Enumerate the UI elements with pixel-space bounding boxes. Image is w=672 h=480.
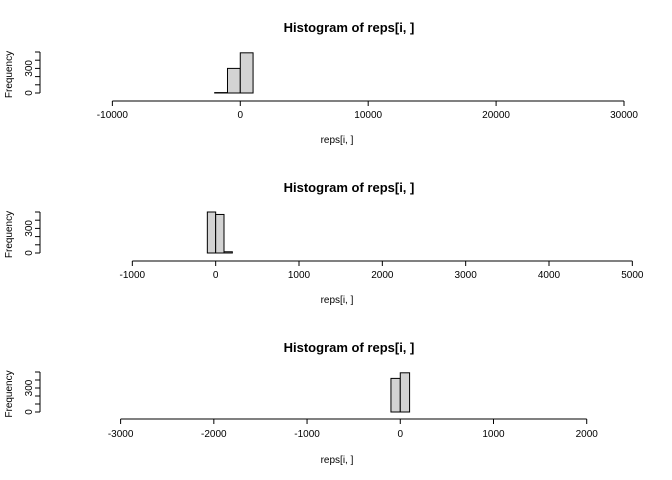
chart-title: Histogram of reps[i, ]: [284, 340, 415, 355]
chart-title: Histogram of reps[i, ]: [284, 180, 415, 195]
x-tick-label: 10000: [354, 110, 382, 121]
y-tick-label: 300: [24, 379, 35, 396]
x-tick-label: 0: [397, 429, 403, 440]
histogram-bar: [390, 377, 401, 413]
x-tick-label: -1000: [294, 429, 320, 440]
x-axis-label: reps[i, ]: [321, 295, 354, 306]
y-tick-label: 0: [24, 250, 35, 256]
x-axis-label: reps[i, ]: [321, 135, 354, 146]
y-tick-label: 300: [24, 60, 35, 77]
x-tick-label: 5000: [621, 270, 644, 281]
y-tick-label: 300: [24, 220, 35, 237]
histogram-panel-3: Histogram of reps[i, ] -3000 -2000 -1000 0 10…: [4, 340, 598, 466]
histogram-panel-2: Histogram of reps[i, ]-1000 0 1000 2000 3000…: [4, 180, 644, 306]
histogram-bar: [226, 67, 241, 94]
histogram-bar: [223, 251, 233, 254]
histogram-bar: [239, 52, 254, 94]
x-tick-label: 3000: [455, 270, 478, 281]
x-tick-label: 2000: [576, 429, 599, 440]
x-tick-label: -10000: [97, 110, 129, 121]
y-tick-label: 0: [24, 90, 35, 96]
chart-title: Histogram of reps[i, ]: [284, 20, 415, 35]
x-tick-label: -3000: [108, 429, 134, 440]
x-tick-label: 1000: [288, 270, 311, 281]
x-tick-label: 30000: [610, 110, 638, 121]
histogram-bar: [399, 372, 411, 413]
x-tick-label: 1000: [482, 429, 505, 440]
x-tick-label: 20000: [482, 110, 510, 121]
x-tick-label: 2000: [371, 270, 394, 281]
histogram-panel-1: Histogram of reps[i, ] -10000 0 10000 20000 3…: [4, 20, 638, 146]
y-axis-label: Frequency: [4, 370, 15, 417]
y-tick-label: 0: [24, 409, 35, 415]
x-axis-label: reps[i, ]: [321, 455, 354, 466]
x-tick-label: 4000: [538, 270, 561, 281]
y-axis-label: Frequency: [4, 211, 15, 258]
x-tick-label: 0: [213, 270, 219, 281]
x-tick-label: -2000: [201, 429, 227, 440]
x-tick-label: 0: [237, 110, 243, 121]
x-tick-label: -1000: [120, 270, 146, 281]
histogram-bar: [215, 213, 225, 254]
histogram-bar: [206, 211, 217, 254]
y-axis-label: Frequency: [4, 51, 15, 98]
